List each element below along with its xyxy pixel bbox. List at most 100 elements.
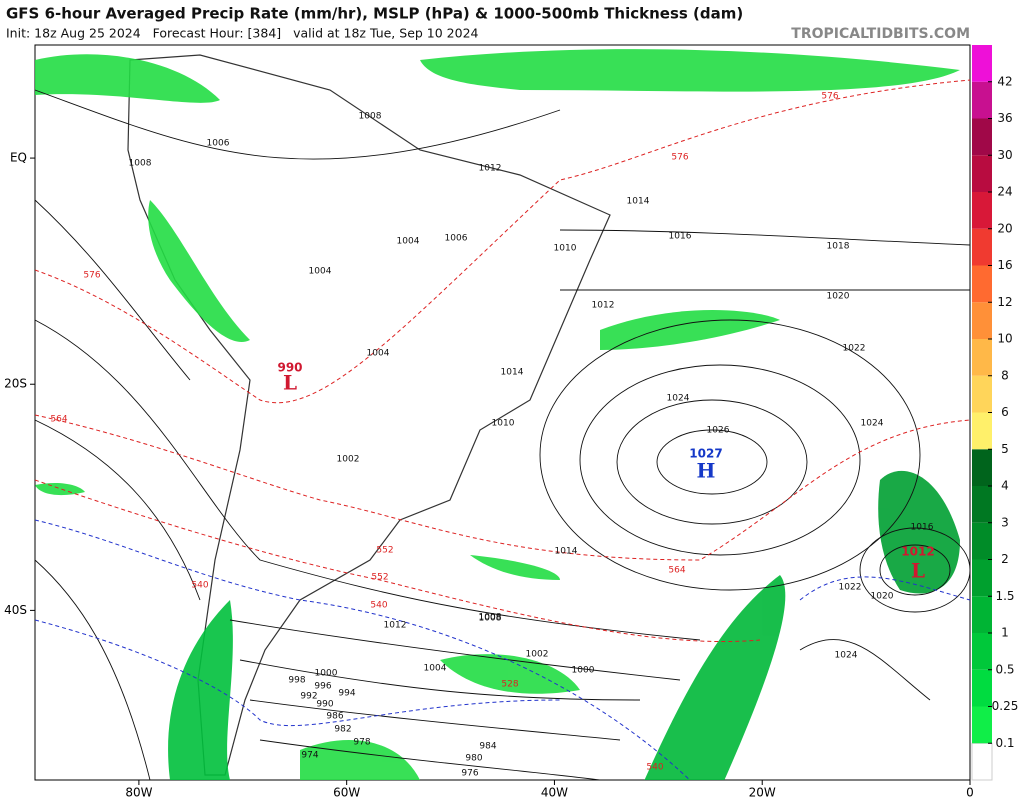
isobar-label: 1014 [501, 368, 524, 378]
isobar-label: 1004 [309, 267, 332, 277]
isobar-label: 1000 [315, 669, 338, 679]
x-tick-label: 80W [125, 786, 152, 800]
thickness-label: 564 [50, 415, 67, 425]
isobar-label: 1002 [337, 455, 360, 465]
colorbar-label: 36 [997, 111, 1012, 125]
colorbar-segment [972, 302, 992, 339]
colorbar-segment [972, 118, 992, 156]
x-tick-label: 40W [541, 786, 568, 800]
isobar-label: 1014 [555, 547, 578, 557]
isobar-label: 1022 [843, 344, 866, 354]
colorbar-label: 6 [1001, 405, 1009, 419]
isobar-label: 982 [334, 725, 351, 735]
source-credit: TROPICALTIDBITS.COM [791, 26, 970, 42]
x-tick-label: 0 [966, 786, 974, 800]
isobar-label: 1012 [384, 621, 407, 631]
colorbar-segment [972, 412, 992, 450]
isobar-label: 996 [314, 682, 331, 692]
isobar-label: 984 [479, 742, 496, 752]
thickness-label: 552 [376, 546, 393, 556]
isobar-label: 1004 [397, 237, 420, 247]
colorbar-segment [972, 486, 992, 523]
isobar-label: 990 [316, 700, 333, 710]
isobar-label: 1012 [592, 301, 615, 311]
y-tick-label: EQ [10, 151, 27, 165]
colorbar-label: 24 [997, 185, 1012, 199]
isobar-label: 1006 [445, 234, 468, 244]
isobar-label: 994 [338, 689, 355, 699]
pressure-center-value: 1012 [901, 545, 934, 559]
thickness-label: 576 [671, 153, 688, 163]
colorbar-segment [972, 81, 992, 119]
isobar-label: 1008 [359, 112, 382, 122]
colorbar-label: 0.25 [992, 699, 1019, 713]
isobar-label: 986 [326, 712, 343, 722]
colorbar-label: 5 [1001, 442, 1009, 456]
isobar-label: 1006 [207, 139, 230, 149]
isobar-label: 1010 [492, 419, 515, 429]
x-tick-label: 60W [333, 786, 360, 800]
pressure-center-value: 1027 [689, 447, 722, 461]
x-tick-label: 20W [749, 786, 776, 800]
thickness-label: 564 [668, 566, 685, 576]
colorbar-label: 8 [1001, 368, 1009, 382]
thickness-label: 540 [191, 581, 208, 591]
map-title: GFS 6-hour Averaged Precip Rate (mm/hr),… [6, 5, 743, 23]
colorbar-segment [972, 633, 992, 670]
isobar-label: 980 [465, 754, 482, 764]
pressure-center-letter: L [911, 559, 925, 583]
thickness-label: 540 [370, 601, 387, 611]
colorbar-segment [972, 669, 992, 707]
isobar-label: 1002 [526, 650, 549, 660]
colorbar-segment [972, 339, 992, 376]
colorbar-segment [972, 45, 992, 82]
colorbar-segment [972, 155, 992, 192]
isobar-label: 1008 [129, 159, 152, 169]
colorbar-label: 2 [1001, 552, 1009, 566]
colorbar-segment [972, 559, 992, 597]
colorbar-label: 3 [1001, 515, 1009, 529]
isobars [35, 89, 970, 780]
colorbar-label: 1 [1001, 626, 1009, 640]
isobar-label: 1014 [627, 197, 650, 207]
isobar-label: 1000 [572, 666, 595, 676]
map-layer [35, 49, 970, 780]
isobar-label: 1008 [479, 613, 502, 623]
isobar-label: 1024 [835, 651, 858, 661]
thickness-label: 540 [646, 763, 663, 773]
colorbar-label: 0.1 [995, 736, 1014, 750]
y-tick-label: 40S [4, 603, 27, 617]
colorbar-segment [972, 706, 992, 744]
map-subtitle: Init: 18z Aug 25 2024 Forecast Hour: [38… [6, 26, 479, 41]
pressure-center-letter: H [697, 459, 716, 483]
pressure-center-value: 990 [277, 361, 302, 375]
isobar-label: 998 [288, 676, 305, 686]
y-tick-label: 20S [4, 377, 27, 391]
isobar-label: 1024 [861, 419, 884, 429]
colorbar-label: 1.5 [995, 589, 1014, 603]
precip-areas [35, 49, 960, 780]
colorbar-label: 0.5 [995, 662, 1014, 676]
isobar-label: 1022 [839, 583, 862, 593]
colorbar-segment [972, 375, 992, 413]
colorbar-label: 16 [997, 258, 1012, 272]
isobar-label: 1016 [669, 232, 692, 242]
isobar-label: 1004 [424, 664, 447, 674]
colorbar-bottom [971, 742, 993, 781]
colorbar-label: 20 [997, 221, 1012, 235]
isobar-label: 992 [300, 692, 317, 702]
thickness-label: 552 [371, 573, 388, 583]
isobar-label: 974 [301, 751, 318, 761]
isobar-label: 1010 [554, 244, 577, 254]
colorbar-segment [972, 265, 992, 303]
isobar-label: 1012 [479, 164, 502, 174]
colorbar-label: 10 [997, 332, 1012, 346]
isobar-label: 978 [353, 738, 370, 748]
colorbar-label: 12 [997, 295, 1012, 309]
isobar-label: 1018 [827, 242, 850, 252]
isobar-label: 1020 [827, 292, 850, 302]
isobar-label: 1004 [367, 349, 390, 359]
colorbar-label: 4 [1001, 479, 1009, 493]
continent-outline [127, 54, 611, 776]
